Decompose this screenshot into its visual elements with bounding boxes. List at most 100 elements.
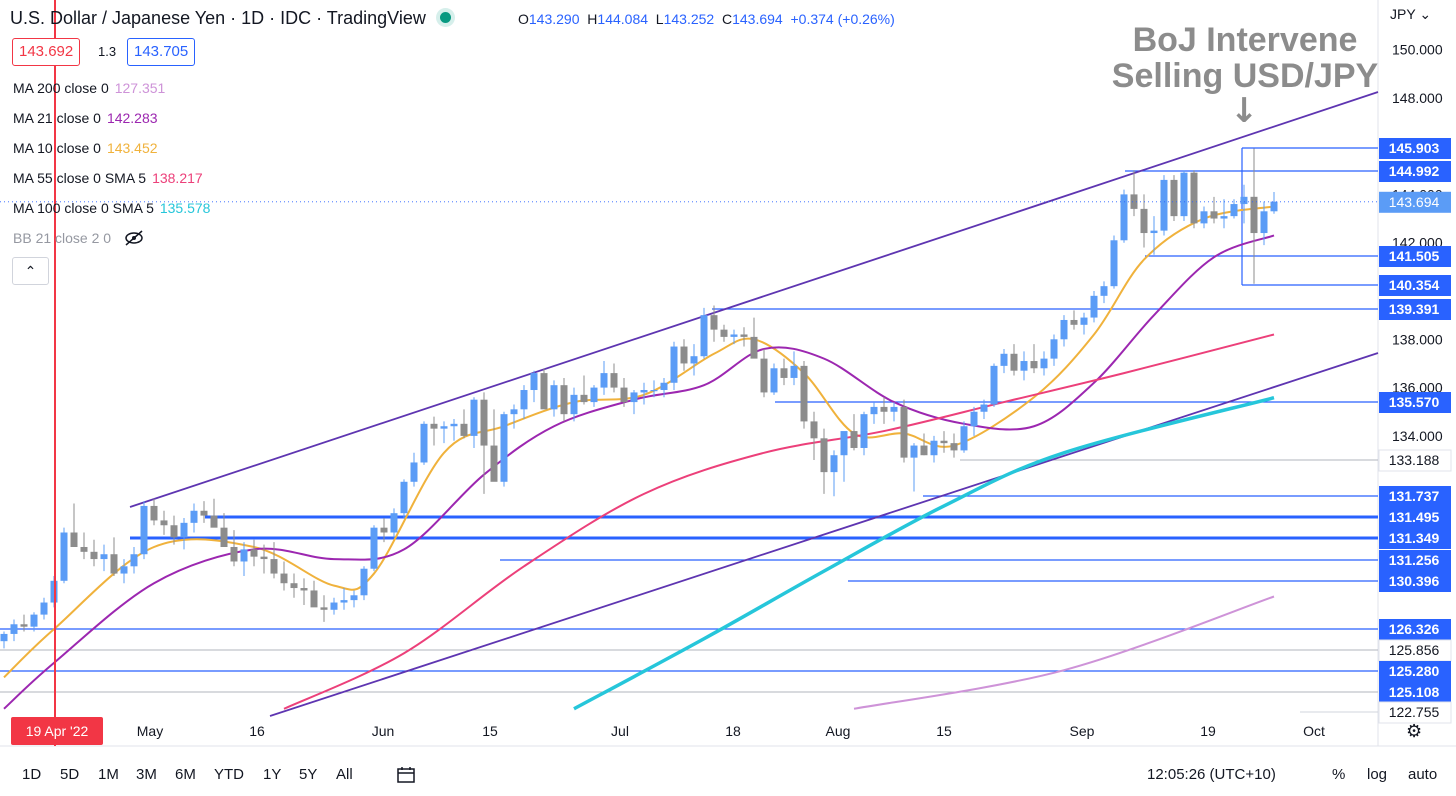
candle-up (1180, 170, 1188, 221)
candle-body (1270, 201, 1278, 212)
time-axis[interactable]: May 16 Jun 15 Jul 18 Aug 15 Sep 19 Oct (137, 723, 1325, 739)
plot-area[interactable] (0, 0, 1378, 746)
candle-body (900, 406, 908, 458)
currency-selector[interactable]: JPY ⌄ (1390, 6, 1431, 23)
range-ytd-button[interactable]: YTD (214, 766, 244, 783)
candle-down (680, 339, 688, 371)
candle-down (70, 503, 78, 547)
crosshair-date-badge (11, 717, 103, 745)
range-5y-button[interactable]: 5Y (299, 766, 318, 783)
candle-body (880, 406, 888, 412)
candle-body (110, 554, 118, 574)
indicator-label: MA 10 close 0 (13, 140, 101, 156)
time-tick-label: Oct (1303, 723, 1325, 739)
candle-body (1210, 211, 1218, 219)
candle-body (580, 394, 588, 403)
sell-price-button[interactable]: 143.692 (12, 38, 81, 66)
candle-body (730, 334, 738, 337)
indicator-ma200[interactable]: MA 200 close 0 127.351 (13, 80, 165, 96)
candle-body (520, 390, 528, 410)
hidden-eye-icon[interactable] (123, 230, 145, 246)
candle-body (1190, 172, 1198, 224)
level-price-badge (1379, 528, 1451, 549)
candle-down (250, 539, 258, 567)
candle-body (690, 356, 698, 364)
indicator-ma100[interactable]: MA 100 close 0 SMA 5 135.578 (13, 200, 210, 216)
price-tick-label: 150.000 (1392, 42, 1443, 58)
candle-body (540, 373, 548, 410)
range-all-button[interactable]: All (336, 766, 353, 783)
time-tick-label: 15 (936, 723, 952, 739)
candle-body (760, 358, 768, 393)
candle-up (1230, 199, 1238, 219)
candle-body (640, 390, 648, 393)
open-value: 143.290 (528, 11, 580, 27)
range-6m-button[interactable]: 6M (175, 766, 196, 783)
candle-up (890, 402, 898, 422)
level-price-label: 139.391 (1389, 301, 1440, 317)
range-3m-button[interactable]: 3M (136, 766, 157, 783)
candle-body (930, 440, 938, 456)
price-axis[interactable]: 150.000148.000146.000144.000142.000138.0… (1378, 42, 1452, 724)
level-price-badge (1379, 246, 1451, 267)
level-price-label: 135.570 (1389, 394, 1440, 410)
range-1d-button[interactable]: 1D (22, 766, 42, 783)
indicator-ma55[interactable]: MA 55 close 0 SMA 5 138.217 (13, 170, 203, 186)
symbol-title[interactable]: U.S. Dollar / Japanese Yen · 1D · IDC · … (10, 8, 426, 28)
price-tick-label: 148.000 (1392, 90, 1443, 106)
candle-up (870, 402, 878, 424)
candle-body (1250, 196, 1258, 234)
time-tick-label: 15 (482, 723, 498, 739)
candle-up (990, 363, 998, 407)
candle-body (340, 600, 348, 603)
indicator-value: 135.578 (159, 200, 211, 216)
candle-body (810, 421, 818, 439)
candle-up (910, 443, 918, 492)
candle-down (880, 397, 888, 424)
candle-up (140, 501, 148, 560)
candle-body (1080, 317, 1088, 325)
range-1m-button[interactable]: 1M (98, 766, 119, 783)
currency-label: JPY (1390, 6, 1416, 22)
range-1y-button[interactable]: 1Y (263, 766, 282, 783)
range-5d-button[interactable]: 5D (60, 766, 80, 783)
candle-body (800, 365, 808, 422)
candle-down (90, 539, 98, 567)
clock-timezone[interactable]: 12:05:26 (UTC+10) (1147, 766, 1276, 783)
candle-down (1210, 196, 1218, 224)
level-price-label: 125.280 (1389, 663, 1440, 679)
level-price-label: 130.396 (1389, 573, 1440, 589)
crosshair-date-label: 19 Apr '22 (26, 723, 89, 739)
log-scale-button[interactable]: log (1367, 766, 1388, 783)
candle-body (30, 614, 38, 627)
candle-up (730, 329, 738, 345)
indicator-bb21[interactable]: BB 21 close 2 0 (13, 230, 145, 246)
candle-up (120, 559, 128, 584)
indicator-ma10[interactable]: MA 10 close 0 143.452 (13, 140, 158, 156)
candle-up (1050, 334, 1058, 366)
indicator-ma21[interactable]: MA 21 close 0 142.283 (13, 110, 158, 126)
auto-scale-button[interactable]: auto (1408, 766, 1438, 783)
collapse-legend-button[interactable]: ⌃ (12, 257, 49, 285)
candle-body (120, 566, 128, 574)
candle-down (170, 515, 178, 545)
candle-body (410, 462, 418, 482)
candle-down (760, 348, 768, 398)
candle-body (1150, 230, 1158, 234)
percent-scale-button[interactable]: % (1332, 766, 1346, 783)
date-range-icon[interactable] (396, 765, 418, 785)
candle-body (370, 527, 378, 569)
indicator-label: MA 21 close 0 (13, 110, 101, 126)
gear-icon[interactable]: ⚙ (1406, 721, 1423, 741)
candle-body (890, 406, 898, 412)
level-price-badge (1379, 299, 1451, 320)
level-price-label: 131.256 (1389, 552, 1440, 568)
candle-body (1070, 319, 1078, 325)
buy-price-button[interactable]: 143.705 (127, 38, 196, 66)
candle-body (920, 445, 928, 456)
candle-up (470, 397, 478, 448)
level-price-badge (1379, 486, 1451, 507)
level-price-label: 145.903 (1389, 140, 1440, 156)
candle-body (1180, 172, 1188, 217)
